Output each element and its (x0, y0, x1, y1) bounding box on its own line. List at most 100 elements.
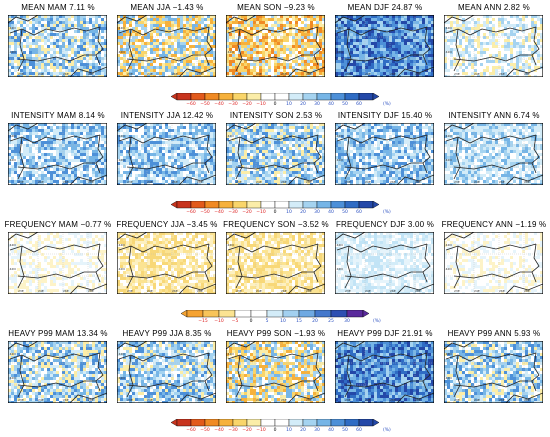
colorbar-tick-label: −5 (231, 319, 239, 324)
map-panel-frequency-2: 44N 42N 23E 24E 26E 28E (117, 232, 216, 294)
colorbar-tick-label: 15 (296, 319, 302, 324)
colorbar-tick-label: 20 (300, 428, 306, 433)
colorbar-swatch (358, 419, 374, 427)
lon-label: 23E (345, 289, 351, 293)
lat-label: 44N (446, 134, 452, 138)
lat-label: 44N (337, 26, 343, 30)
lat-label: 42N (446, 267, 452, 271)
colorbar-arrow-left (181, 310, 188, 318)
colorbar-swatch (314, 310, 332, 318)
colorbar-swatch (176, 201, 192, 209)
colorbar-tick-label: −40 (214, 428, 224, 433)
colorbar-swatch (288, 93, 304, 101)
colorbar-tick-label: −30 (228, 428, 238, 433)
colorbar-pct: −60 −50 −40 −30 −20 −10 0 10 20 30 40 50 60 (%) (171, 201, 413, 217)
map-panel-heavy-5: 44N 42N 23E 24E 26E 28E (444, 341, 543, 403)
panel-title-frequency-5: FREQUENCY ANN −1.19 % (441, 220, 547, 229)
lon-label: 28E (306, 72, 312, 76)
colorbar-swatch (202, 310, 220, 318)
lon-label: 26E (390, 180, 396, 184)
colorbar-tick-label: 30 (344, 319, 350, 324)
lon-label: 28E (306, 180, 312, 184)
lon-label: 28E (197, 180, 203, 184)
colorbar-tick-label: 10 (280, 319, 286, 324)
colorbar-swatch (330, 93, 346, 101)
colorbar-swatch (282, 310, 300, 318)
colorbar-tick-label: −20 (242, 428, 252, 433)
colorbar-swatch (246, 419, 262, 427)
lon-label: 24E (147, 180, 153, 184)
map-panel-intensity-5: 44N 42N 23E 24E 26E 28E (444, 123, 543, 185)
colorbar-tick-label: −20 (242, 210, 252, 215)
lon-label: 26E (281, 72, 287, 76)
colorbar-arrow-left (171, 419, 178, 427)
lat-label: 44N (446, 26, 452, 30)
colorbar-tick-label: 40 (328, 428, 334, 433)
colorbar-tick-label: −60 (186, 102, 196, 107)
lon-label: 28E (306, 398, 312, 402)
lat-label: 42N (10, 158, 16, 162)
panel-title-intensity-1: INTENSITY MAM 8.14 % (11, 111, 105, 120)
lon-label: 24E (256, 72, 262, 76)
colorbar-freq: −15 −10 −5 0 5 10 15 20 25 30 (%) (181, 310, 403, 326)
colorbar-swatch (218, 93, 234, 101)
colorbar-swatch (176, 419, 192, 427)
lon-label: 24E (38, 289, 44, 293)
panel-title-frequency-4: FREQUENCY DJF 3.00 % (335, 220, 435, 229)
lon-label: 28E (197, 72, 203, 76)
lon-label: 24E (38, 180, 44, 184)
colorbar-swatch (250, 310, 268, 318)
lon-label: 24E (474, 180, 480, 184)
colorbar-tick-label: 20 (300, 102, 306, 107)
lon-label: 24E (147, 398, 153, 402)
lat-label: 42N (337, 158, 343, 162)
lon-label: 23E (18, 72, 24, 76)
lon-label: 28E (88, 289, 94, 293)
lon-label: 23E (454, 180, 460, 184)
colorbar-tick-label: −15 (198, 319, 208, 324)
lon-label: 26E (281, 398, 287, 402)
lat-label: 42N (10, 50, 16, 54)
lat-label: 42N (119, 376, 125, 380)
lon-label: 23E (236, 72, 242, 76)
colorbar-tick-label: −50 (200, 102, 210, 107)
lon-label: 26E (499, 289, 505, 293)
lon-label: 24E (147, 72, 153, 76)
colorbar-swatch (190, 201, 206, 209)
map-panel-mean-3: 44N 42N 23E 24E 26E 28E (226, 15, 325, 77)
colorbar-swatch (344, 201, 360, 209)
colorbar-tick-label: −30 (228, 102, 238, 107)
map-panel-intensity-3: 44N 42N 23E 24E 26E 28E (226, 123, 325, 185)
lon-label: 26E (499, 72, 505, 76)
lon-label: 26E (281, 180, 287, 184)
colorbar-pct: −60 −50 −40 −30 −20 −10 0 10 20 30 40 50 60 (%) (171, 93, 413, 109)
colorbar-swatch (302, 419, 318, 427)
lon-label: 24E (38, 398, 44, 402)
lat-label: 42N (446, 376, 452, 380)
colorbar-swatch (274, 93, 290, 101)
colorbar-swatch (274, 419, 290, 427)
colorbar-tick-label: 60 (356, 102, 362, 107)
lon-label: 24E (365, 398, 371, 402)
panel-title-intensity-3: INTENSITY SON 2.53 % (229, 111, 323, 120)
lat-label: 44N (10, 134, 16, 138)
lon-label: 23E (127, 180, 133, 184)
lat-label: 42N (446, 158, 452, 162)
colorbar-swatch (234, 310, 252, 318)
map-panel-intensity-4: 44N 42N 23E 24E 26E 28E (335, 123, 434, 185)
map-panel-heavy-4: 44N 42N 23E 24E 26E 28E (335, 341, 434, 403)
panel-title-mean-2: MEAN JJA −1.43 % (130, 3, 204, 12)
colorbar-tick-label: −10 (214, 319, 224, 324)
panel-title-heavy-5: HEAVY P99 ANN 5.93 % (447, 329, 541, 338)
lat-label: 42N (228, 267, 234, 271)
map-panel-intensity-1: 44N 42N 23E 24E 26E 28E (8, 123, 107, 185)
colorbar-tick-label: −30 (228, 210, 238, 215)
map-panel-frequency-4: 44N 42N 23E 24E 26E 28E (335, 232, 434, 294)
lon-label: 28E (524, 72, 530, 76)
lat-label: 44N (228, 134, 234, 138)
colorbar-unit-label: (%) (373, 319, 381, 324)
colorbar-swatch (260, 93, 276, 101)
colorbar-tick-label: 20 (300, 210, 306, 215)
lon-label: 28E (306, 289, 312, 293)
colorbar-tick-label: 40 (328, 102, 334, 107)
